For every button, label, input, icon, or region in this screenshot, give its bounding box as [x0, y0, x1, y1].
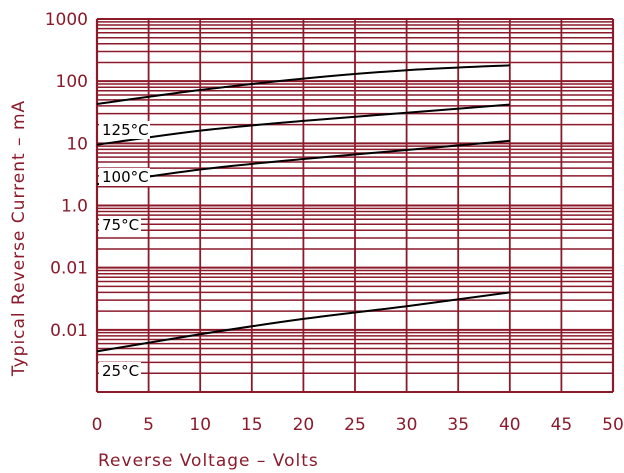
curve-label-75c: 75°C	[102, 216, 139, 234]
chart-curves	[96, 64, 510, 353]
y-tick-label: 0.01	[50, 259, 88, 279]
curve-label-bg	[99, 362, 141, 380]
x-tick-label: 30	[396, 415, 418, 435]
curve-label-125c: 125°C	[102, 121, 149, 139]
x-tick-label: 15	[241, 415, 263, 435]
x-tick-label: 0	[92, 415, 103, 435]
x-tick-label: 5	[143, 415, 154, 435]
x-axis-label: Reverse Voltage – Volts	[98, 451, 319, 471]
y-tick-label: 0.01	[50, 321, 88, 341]
x-tick-label: 35	[447, 415, 469, 435]
y-tick-labels: 1000 100 10 1.0 0.01 0.01	[45, 10, 88, 341]
x-tick-label: 20	[293, 415, 315, 435]
y-tick-label: 1000	[45, 10, 88, 30]
y-axis-label: Typical Reverse Current – mA	[9, 100, 29, 377]
y-tick-label: 10	[66, 134, 88, 154]
curve-labels: 125°C 100°C 75°C 25°C	[99, 121, 150, 380]
x-tick-label: 45	[551, 415, 573, 435]
curve-75c	[96, 139, 510, 186]
curve-125c	[96, 64, 510, 105]
x-tick-label: 50	[602, 415, 624, 435]
curve-label-bg	[99, 121, 150, 139]
x-tick-label: 25	[344, 415, 366, 435]
curve-25c	[96, 291, 510, 353]
curve-label-bg	[99, 216, 141, 234]
x-tick-label: 10	[189, 415, 211, 435]
curve-label-bg	[99, 168, 150, 186]
curve-100c	[96, 103, 510, 146]
y-tick-label: 100	[56, 72, 88, 92]
x-tick-label: 40	[499, 415, 521, 435]
curve-label-100c: 100°C	[102, 168, 149, 186]
curve-label-25c: 25°C	[102, 362, 139, 380]
y-tick-label: 1.0	[61, 197, 88, 217]
x-tick-labels: 0 5 10 15 20 25 30 35 40 45 50	[92, 415, 624, 435]
chart-grid	[95, 18, 615, 393]
